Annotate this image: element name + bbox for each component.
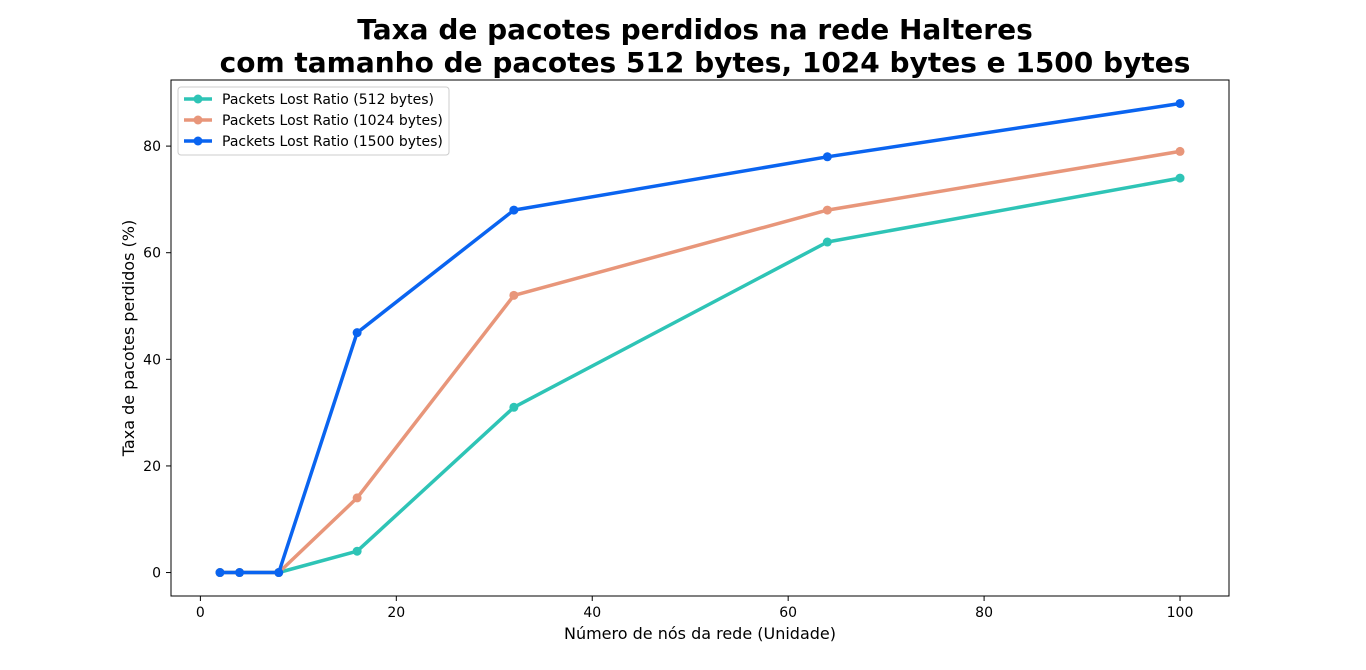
legend-label-0: Packets Lost Ratio (512 bytes) <box>222 92 434 108</box>
x-tick-label: 40 <box>583 605 601 621</box>
legend-label-1: Packets Lost Ratio (1024 bytes) <box>222 113 443 129</box>
data-point-0-6 <box>1175 173 1185 183</box>
data-point-1-5 <box>822 205 832 215</box>
legend-swatch-marker-0 <box>193 94 203 104</box>
y-tick-label: 80 <box>143 139 161 155</box>
legend-swatch-marker-2 <box>193 136 203 146</box>
y-tick-label: 0 <box>152 566 161 582</box>
data-point-2-2 <box>274 568 284 578</box>
chart-title-line-2: com tamanho de pacotes 512 bytes, 1024 b… <box>220 46 1191 79</box>
y-axis: 0 20 40 60 80 <box>143 139 171 582</box>
chart-title-line-1: Taxa de pacotes perdidos na rede Haltere… <box>357 13 1033 46</box>
x-axis: 0 20 40 60 80 100 <box>196 596 1193 621</box>
x-axis-label: Número de nós da rede (Unidade) <box>564 624 836 643</box>
y-tick-label: 60 <box>143 246 161 262</box>
data-point-2-5 <box>822 152 832 162</box>
x-tick-label: 20 <box>387 605 405 621</box>
x-tick-label: 60 <box>779 605 797 621</box>
data-point-0-4 <box>509 402 519 412</box>
legend-box <box>177 86 450 156</box>
legend-label-2: Packets Lost Ratio (1500 bytes) <box>222 134 443 150</box>
data-point-1-3 <box>352 493 362 503</box>
data-point-1-6 <box>1175 146 1185 156</box>
data-point-2-4 <box>509 205 519 215</box>
data-point-2-0 <box>215 568 225 578</box>
x-tick-label: 80 <box>975 605 993 621</box>
y-axis-label: Taxa de pacotes perdidos (%) <box>119 220 138 457</box>
data-point-0-3 <box>352 546 362 556</box>
plot-area <box>170 79 1230 597</box>
data-point-0-5 <box>822 237 832 247</box>
legend: Packets Lost Ratio (512 bytes) Packets Lo… <box>177 86 450 156</box>
legend-swatch-marker-1 <box>193 115 203 125</box>
x-tick-label: 100 <box>1167 605 1194 621</box>
series-layer <box>215 98 1185 578</box>
data-point-2-3 <box>352 328 362 338</box>
data-point-2-6 <box>1175 98 1185 108</box>
data-point-2-1 <box>235 568 245 578</box>
y-tick-label: 40 <box>143 352 161 368</box>
y-tick-label: 20 <box>143 459 161 475</box>
data-point-1-4 <box>509 290 519 300</box>
x-tick-label: 0 <box>196 605 205 621</box>
